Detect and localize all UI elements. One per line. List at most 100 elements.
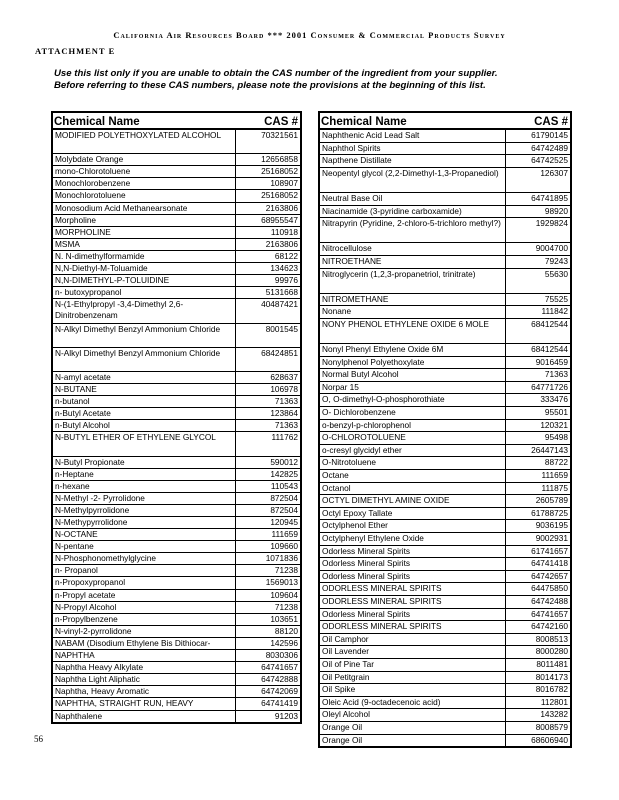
cas-number-cell: 12656858 [261, 154, 298, 165]
chemical-name-cell: NITROETHANE [320, 255, 506, 268]
table-row: Nitroglycerin (1,2,3-propanetriol, trini… [320, 268, 570, 294]
table-header: Chemical Name CAS # [53, 113, 300, 130]
table-row: O-Nitrotoluene 88722 [320, 457, 570, 471]
chemical-name-cell: Neutral Base Oil [320, 192, 506, 205]
table-row: Normal Butyl Alcohol 71363 [320, 369, 570, 382]
chemical-name-cell: n-Butyl Alcohol [53, 420, 236, 432]
chemical-name-cell: N-BUTANE [53, 383, 236, 396]
chemical-name-cell: N-OCTANE [53, 529, 236, 541]
table-row: Naphthalene 91203 [53, 710, 300, 723]
table-row: O-CHLOROTOLUENE 95498 [320, 432, 570, 445]
table-row: Octane 111659 [320, 470, 570, 483]
cas-number-cell: 106978 [270, 383, 298, 394]
cas-number-cell: 70321561 [261, 130, 298, 140]
cas-number-cell: 2605789 [535, 495, 568, 506]
cas-number-cell: 26447143 [531, 444, 568, 455]
cas-number-cell: 68606940 [531, 734, 568, 745]
table-row: N,N-DIMETHYL-P-TOLUIDINE 99976 [53, 275, 300, 288]
table-row: N-Phosphonomethylglycine 1071836 [53, 553, 300, 566]
chemical-name-cell: Napthene Distillate [320, 155, 506, 167]
chemical-name-cell: MSMA [53, 238, 236, 250]
chemical-name-cell: Nitrapyrin (Pyridine, 2-chloro-5-trichlo… [320, 218, 506, 243]
chemical-name-cell: Oil Petitgrain [320, 671, 506, 684]
cas-number-cell: 9016459 [535, 356, 568, 367]
cas-number-cell: 68424851 [261, 347, 298, 358]
table-body: MODIFIED POLYETHOXYLATED ALCOHOL 70321561… [53, 130, 300, 723]
chemical-name-cell: O-CHLOROTOLUENE [320, 432, 506, 444]
cas-number-cell: 40487421 [261, 299, 298, 310]
cas-number-cell: 111762 [271, 432, 298, 443]
chemical-name-cell: Oil Lavender [320, 646, 506, 658]
cas-number-cell: 111875 [541, 482, 568, 493]
table-row: Octanol 111875 [320, 482, 570, 496]
cas-number-cell: 2163806 [265, 238, 298, 249]
table-row: Octyl Epoxy Tallate 61788725 [320, 507, 570, 521]
chemical-name-cell: Naphtha, Heavy Aromatic [53, 686, 236, 698]
table-row: Niacinamide (3-pyridine carboxamide) 9892… [320, 205, 570, 219]
table-row: n- Propanol 71238 [53, 565, 300, 578]
chemical-name-cell: Neopentyl glycol (2,2-Dimethyl-1,3-Propa… [320, 167, 506, 192]
chemical-name-cell: O- Dichlorobenzene [320, 407, 506, 419]
cas-number-cell: 628637 [270, 371, 298, 382]
table-row: N-Butyl Propionate 590012 [53, 456, 300, 469]
cas-number-cell: 8000280 [535, 646, 568, 657]
chemical-name-cell: Oil Camphor [320, 633, 506, 646]
chemical-name-cell: n-Propylbenzene [53, 613, 236, 625]
cas-number-cell: 9002931 [535, 533, 568, 543]
cas-number-cell: 64742525 [531, 155, 568, 166]
table-row: Naphtha Heavy Alkylate 64741657 [53, 662, 300, 675]
chemical-name-cell: Nitroglycerin (1,2,3-propanetriol, trini… [320, 268, 506, 293]
cas-number-cell: 88722 [544, 457, 568, 468]
cas-number-cell: 142825 [270, 468, 298, 479]
table-row: Naphtha, Heavy Aromatic 64742069 [53, 686, 300, 699]
chemical-name-cell: NITROMETHANE [320, 293, 506, 306]
chemical-name-cell: N-Methyl -2- Pyrrolidone [53, 492, 236, 504]
page-number: 56 [34, 734, 43, 744]
chemical-name-cell: n-Propyl acetate [53, 589, 236, 601]
table-row: Monochlorobenzene 108907 [53, 178, 300, 191]
column-header-chemical-name: Chemical Name [321, 116, 407, 128]
chemical-name-cell: N-pentane [53, 541, 236, 553]
cas-number-cell: 8001545 [265, 323, 298, 334]
table-row: n-Butyl Acetate 123864 [53, 408, 300, 421]
attachment-label: ATTACHMENT E [35, 46, 116, 56]
chemical-name-cell: N-BUTYL ETHER OF ETHYLENE GLYCOL [53, 432, 236, 456]
cas-number-cell: 64742488 [531, 595, 568, 606]
cas-number-cell: 64742489 [531, 142, 568, 153]
chemical-name-cell: N-Alkyl Dimethyl Benzyl Ammonium Chlorid… [53, 323, 236, 347]
table-row: n-Propylbenzene 103651 [53, 613, 300, 626]
chemical-name-cell: Odorless Mineral Spirits [320, 608, 506, 621]
table-row: Napthene Distillate 64742525 [320, 155, 570, 168]
cas-number-cell: 110918 [270, 226, 298, 237]
chemical-name-cell: Oleic Acid (9-octadecenoic acid) [320, 696, 506, 709]
cas-number-cell: 68122 [274, 250, 298, 261]
table-row: N. N-dimethylformamide 68122 [53, 250, 300, 264]
cas-number-cell: 110543 [270, 480, 298, 491]
cas-number-cell: 872504 [270, 492, 298, 503]
table-row: Odorless Mineral Spirits 64741418 [320, 558, 570, 571]
chemical-name-cell: n-Heptane [53, 468, 236, 480]
cas-number-cell: 64771726 [531, 381, 568, 392]
table-row: N-Methypyrrolidone 120945 [53, 517, 300, 530]
chemical-name-cell: O, O-dimethyl-O-phosphorothiate [320, 394, 506, 407]
table-row: Nonane 111842 [320, 306, 570, 319]
cas-number-cell: 333476 [540, 394, 568, 405]
cas-number-cell: 1929824 [535, 218, 568, 229]
table-row: Neopentyl glycol (2,2-Dimethyl-1,3-Propa… [320, 167, 570, 193]
chemical-name-cell: N-Methylpyrrolidone [53, 504, 236, 516]
cas-number-cell: 75525 [544, 293, 568, 304]
chemical-name-cell: N-amyl acetate [53, 371, 236, 383]
cas-number-cell: 95498 [544, 432, 568, 443]
chemical-name-cell: Oil Spike [320, 684, 506, 696]
chemical-name-cell: N. N-dimethylformamide [53, 250, 236, 263]
chemical-name-cell: n-Propoxypropanol [53, 577, 236, 589]
chemical-name-cell: Naphthol Spirits [320, 142, 506, 155]
cas-number-cell: 5131668 [265, 287, 298, 298]
cas-number-cell: 120945 [270, 517, 298, 527]
cas-number-cell: 109604 [270, 589, 298, 600]
table-row: Orange Oil 8008579 [320, 721, 570, 735]
chemical-name-cell: mono-Chlorotoluene [53, 166, 236, 178]
table-row: Odorless Mineral Spirits 61741657 [320, 545, 570, 559]
table-row: n-hexane 110543 [53, 480, 300, 493]
chemical-name-cell: Nitrocellulose [320, 243, 506, 255]
